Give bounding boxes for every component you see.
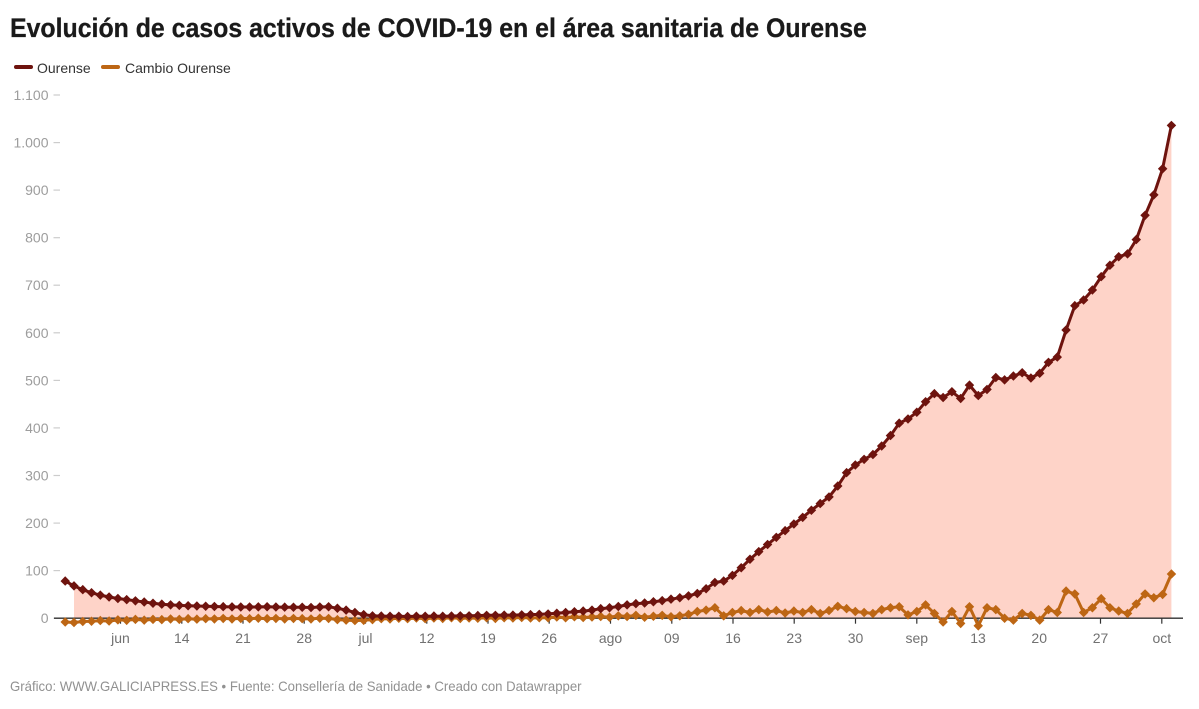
svg-text:sep: sep xyxy=(906,630,929,646)
svg-text:1.000: 1.000 xyxy=(13,135,48,151)
svg-text:900: 900 xyxy=(25,182,49,198)
svg-text:30: 30 xyxy=(848,630,864,646)
svg-text:21: 21 xyxy=(235,630,251,646)
svg-text:oct: oct xyxy=(1152,630,1171,646)
svg-text:ago: ago xyxy=(599,630,623,646)
svg-text:200: 200 xyxy=(25,515,49,531)
svg-text:09: 09 xyxy=(664,630,680,646)
svg-text:100: 100 xyxy=(25,563,49,579)
svg-text:400: 400 xyxy=(25,420,49,436)
svg-text:300: 300 xyxy=(25,468,49,484)
svg-text:14: 14 xyxy=(174,630,190,646)
svg-text:600: 600 xyxy=(25,325,49,341)
svg-text:0: 0 xyxy=(41,610,49,626)
svg-text:700: 700 xyxy=(25,277,49,293)
svg-text:13: 13 xyxy=(970,630,986,646)
svg-text:23: 23 xyxy=(786,630,802,646)
svg-text:800: 800 xyxy=(25,230,49,246)
svg-text:19: 19 xyxy=(480,630,496,646)
svg-text:26: 26 xyxy=(541,630,557,646)
svg-text:500: 500 xyxy=(25,372,49,388)
svg-text:12: 12 xyxy=(419,630,435,646)
svg-text:20: 20 xyxy=(1031,630,1047,646)
svg-text:28: 28 xyxy=(296,630,312,646)
svg-text:1.100: 1.100 xyxy=(13,87,48,103)
svg-text:jul: jul xyxy=(357,630,372,646)
svg-text:jun: jun xyxy=(110,630,130,646)
svg-text:27: 27 xyxy=(1093,630,1109,646)
svg-text:16: 16 xyxy=(725,630,741,646)
